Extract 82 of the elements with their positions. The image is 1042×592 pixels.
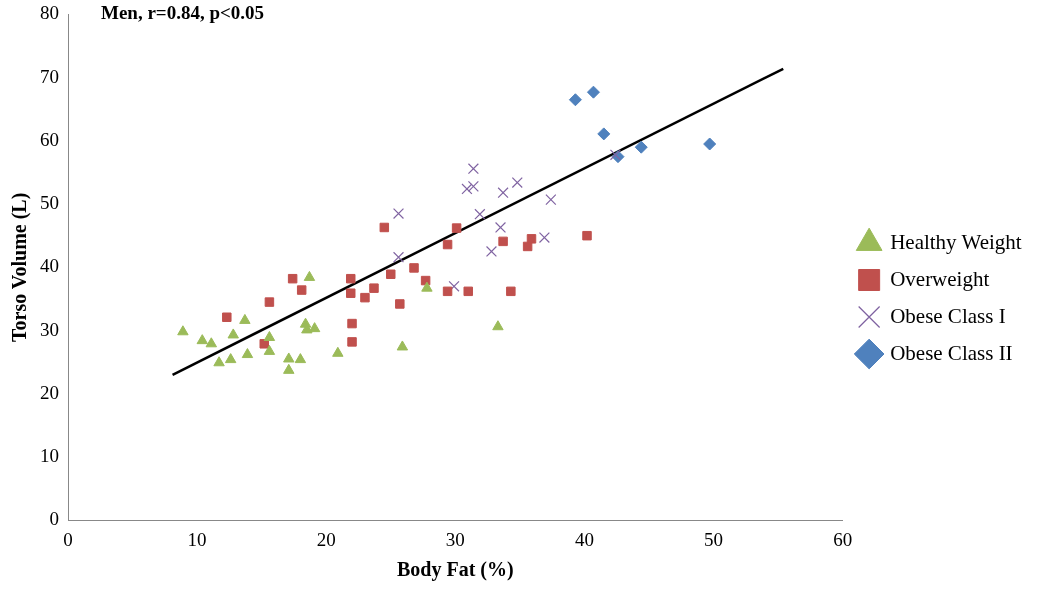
point xyxy=(703,137,717,151)
point xyxy=(448,280,460,292)
legend-label: Healthy Weight xyxy=(890,229,1022,254)
point xyxy=(392,251,405,263)
x-tick-label: 50 xyxy=(704,528,724,550)
point xyxy=(568,93,582,107)
point xyxy=(506,286,516,297)
point xyxy=(283,352,295,363)
point xyxy=(287,273,298,284)
point xyxy=(347,318,357,329)
point xyxy=(386,269,396,279)
point xyxy=(241,348,254,359)
point xyxy=(582,230,592,241)
point xyxy=(494,221,507,234)
point xyxy=(634,140,648,154)
point xyxy=(492,320,504,331)
point xyxy=(451,223,462,233)
y-tick-label: 70 xyxy=(40,65,59,87)
point xyxy=(303,270,316,281)
point xyxy=(264,297,275,307)
point xyxy=(526,234,537,244)
x-tick-label: 60 xyxy=(833,528,853,550)
point xyxy=(294,353,307,364)
y-tick-label: 60 xyxy=(40,128,59,150)
point xyxy=(369,283,379,293)
y-tick-label: 20 xyxy=(40,381,59,403)
point xyxy=(283,363,295,374)
point xyxy=(421,281,433,292)
point xyxy=(346,273,356,284)
point xyxy=(511,177,523,189)
point xyxy=(395,299,405,309)
point xyxy=(463,286,473,297)
legend-label: Overweight xyxy=(890,266,990,291)
point xyxy=(442,239,453,250)
point xyxy=(409,263,419,273)
x-tick-label: 20 xyxy=(316,528,336,550)
y-tick-label: 0 xyxy=(49,508,59,530)
x-tick-label: 30 xyxy=(445,528,465,550)
x-axis-title: Body Fat (%) xyxy=(396,558,514,582)
point xyxy=(586,85,600,99)
point xyxy=(239,313,251,324)
y-tick-label: 50 xyxy=(40,192,59,214)
point xyxy=(205,337,218,348)
point xyxy=(332,346,344,357)
point xyxy=(474,208,486,220)
y-tick-label: 40 xyxy=(40,255,59,277)
y-tick-label: 10 xyxy=(40,444,59,466)
legend-label: Obese Class II xyxy=(890,340,1013,365)
point xyxy=(379,222,390,233)
point xyxy=(467,163,479,175)
point xyxy=(467,180,479,192)
point xyxy=(461,183,473,195)
point xyxy=(545,194,557,206)
x-tick-label: 40 xyxy=(574,528,594,550)
x-tick-label: 10 xyxy=(187,528,207,550)
point xyxy=(263,330,276,341)
point xyxy=(224,353,237,364)
point xyxy=(485,245,498,258)
point xyxy=(213,356,225,367)
y-tick-label: 80 xyxy=(40,2,59,24)
point xyxy=(442,286,453,297)
point xyxy=(263,344,276,355)
point xyxy=(538,232,550,244)
point xyxy=(296,285,307,295)
point xyxy=(498,236,508,247)
point xyxy=(347,337,357,347)
y-tick-label: 30 xyxy=(40,318,59,340)
point xyxy=(597,127,611,141)
point xyxy=(497,187,509,199)
point xyxy=(177,325,189,336)
point xyxy=(609,149,621,161)
point xyxy=(196,334,208,345)
x-tick-label: 0 xyxy=(63,528,73,550)
legend-label: Obese Class I xyxy=(890,303,1006,328)
point xyxy=(222,312,232,322)
point xyxy=(360,292,370,303)
point xyxy=(392,208,405,220)
point xyxy=(346,288,356,298)
point xyxy=(396,340,409,351)
y-axis-title: Torso Volume (L) xyxy=(8,192,32,342)
point xyxy=(227,328,239,339)
chart-title: Men, r=0.84, p<0.05 xyxy=(101,2,265,24)
